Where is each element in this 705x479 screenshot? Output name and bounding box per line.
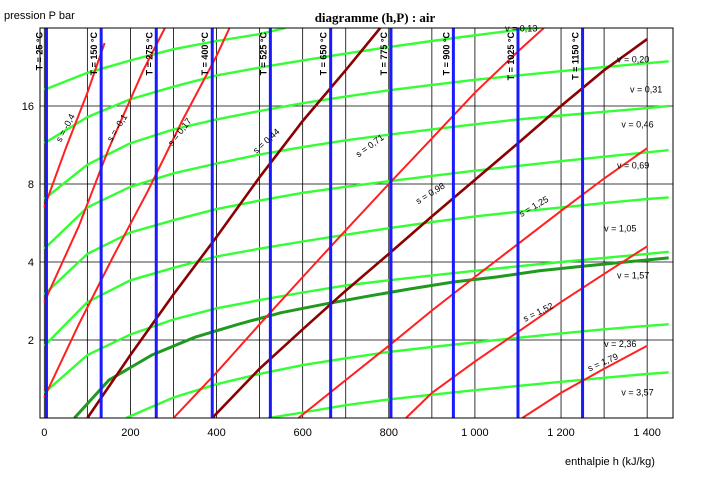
isochore-v-0-13 — [43, 28, 286, 91]
isentrope-s-0-44 — [86, 28, 382, 418]
isentrope-s-0-98 — [211, 38, 648, 418]
x-tick-label: 0 — [41, 427, 47, 439]
isochore-label: v = 3,57 — [621, 388, 653, 398]
isentrope-s-0-17 — [43, 28, 231, 398]
isotherm-label: T = 150 °C — [89, 32, 99, 76]
isotherm-label: T = 1025 °C — [506, 31, 516, 80]
isochore-label: v = 1,05 — [604, 223, 636, 233]
isochore-v-2-36 — [125, 323, 669, 418]
isentrope-s-1-79 — [521, 344, 648, 418]
x-axis-label: enthalpie h (kJ/kg) — [565, 456, 655, 468]
x-tick-label: 1 400 — [633, 427, 661, 439]
grid — [40, 28, 673, 418]
chart-title: diagramme (h,P) : air — [315, 10, 436, 25]
x-tick-label: 800 — [380, 427, 398, 439]
isotherm-label: T = 1150 °C — [571, 32, 581, 80]
x-tick-label: 400 — [207, 427, 225, 439]
isotherm-label: T = 525 °C — [258, 32, 268, 76]
y-tick-label: 2 — [28, 335, 34, 347]
isochore-label: v = 1,57 — [617, 271, 649, 281]
isochore-label: v = 0,69 — [617, 160, 649, 170]
isochore-lines — [43, 28, 669, 418]
isotherm-label: T = 775 °C — [379, 32, 389, 76]
y-tick-label: 16 — [22, 101, 34, 113]
isotherm-label: T = 25 °C — [34, 32, 44, 71]
x-tick-label: 200 — [121, 427, 139, 439]
isochore-label: v = 2,36 — [604, 339, 636, 349]
isochore-label: v = 0,13 — [505, 24, 537, 34]
x-tick-label: 1 200 — [547, 427, 575, 439]
y-axis-label: pression P bar — [4, 10, 75, 22]
isochore-v-0-46 — [43, 104, 669, 250]
axis-ticks: 0 200 400 600 800 1 000 1 200 1 400 2 4 8 16 — [22, 101, 661, 439]
isotherm-label: T = 275 °C — [144, 32, 154, 76]
isentrope-s-1-25 — [297, 147, 648, 418]
x-tick-label: 1 000 — [461, 427, 489, 439]
x-tick-label: 600 — [293, 427, 311, 439]
isentrope-label: s = -0,1 — [105, 112, 130, 143]
isochore-v-0-69 — [43, 149, 669, 296]
isotherm-lines — [44, 28, 585, 418]
isentrope-s-0-4 — [43, 42, 106, 208]
isochore-label: v = 0,20 — [617, 55, 649, 65]
isochore-v-1-05-bis — [73, 256, 669, 418]
series-labels: T = 25 °C T = 150 °C T = 275 °C T = 400 °C T… — [34, 24, 662, 398]
plot-frame — [39, 27, 674, 419]
isotherm-label: T = 650 °C — [319, 32, 329, 76]
isentrope-s-0-71 — [172, 28, 545, 418]
isentrope-label: s = 0,17 — [166, 116, 194, 148]
isotherm-label: T = 400 °C — [200, 32, 210, 76]
isochore-label: v = 0,31 — [630, 85, 662, 95]
isentrope-label: s = 1,25 — [517, 194, 550, 219]
y-tick-label: 8 — [28, 179, 34, 191]
isentrope-s-0-1 — [43, 28, 166, 303]
isentrope-label: s = 1,52 — [521, 301, 554, 324]
y-tick-label: 4 — [28, 257, 34, 269]
isochore-label: v = 0,46 — [621, 120, 653, 130]
isotherm-label: T = 900 °C — [441, 32, 451, 76]
